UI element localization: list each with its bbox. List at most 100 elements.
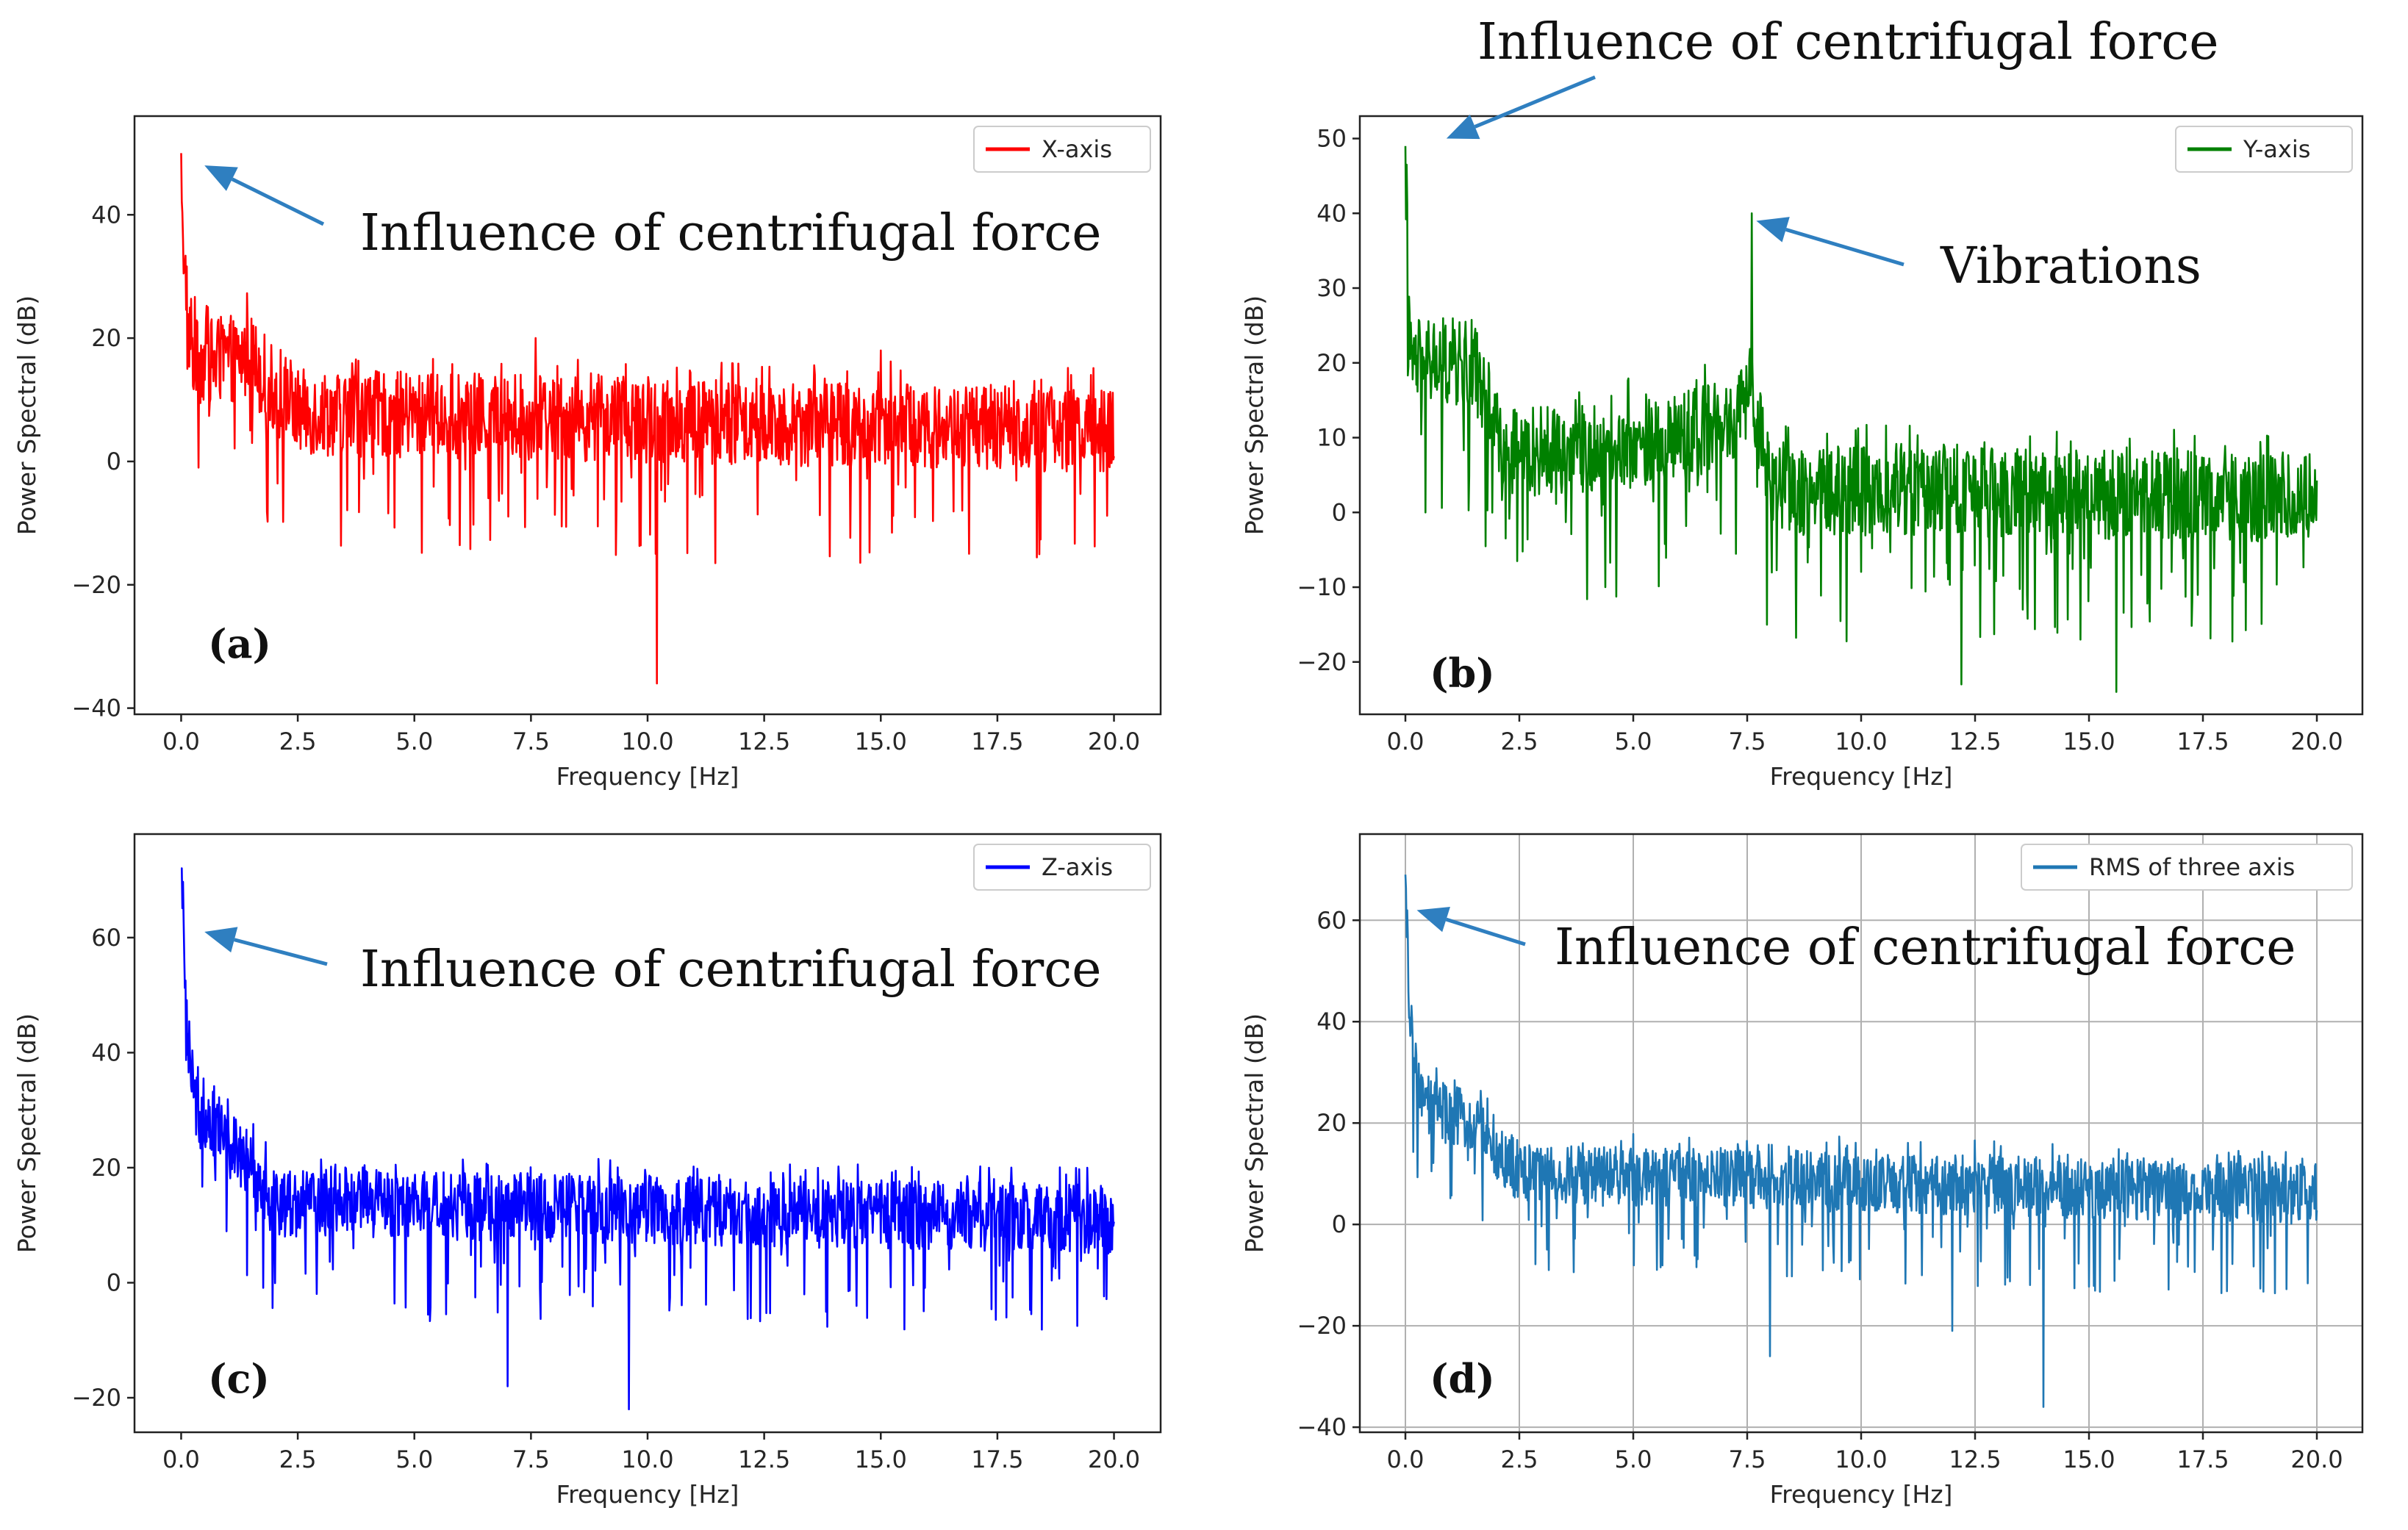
series-line-rms-of-three-axis — [1404, 874, 2318, 1408]
y-tick-label: 60 — [1316, 906, 1347, 934]
y-tick-label: 0 — [107, 1269, 121, 1297]
annotation-arrowhead — [1446, 114, 1480, 140]
legend-label: RMS of three axis — [2089, 853, 2295, 881]
panel-label: (d) — [1430, 1355, 1495, 1402]
y-axis-label: Power Spectral (dB) — [1240, 295, 1269, 535]
legend: Y-axis — [2175, 126, 2353, 173]
x-tick-label: 2.5 — [279, 1445, 317, 1473]
annotation-text: Influence of centrifugal force — [1477, 13, 2219, 71]
series-line-x-axis — [180, 153, 1115, 685]
annotation-text: Influence of centrifugal force — [1555, 919, 2296, 977]
x-tick-label: 12.5 — [738, 1445, 790, 1473]
x-tick-label: 2.5 — [1501, 728, 1538, 755]
series-line-z-axis — [180, 867, 1115, 1410]
x-tick-label: 17.5 — [2176, 728, 2229, 755]
x-tick-label: 20.0 — [1088, 1445, 1140, 1473]
x-axis-label: Frequency [Hz] — [1770, 762, 1953, 791]
x-tick-label: 5.0 — [1615, 1445, 1652, 1473]
legend: RMS of three axis — [2021, 844, 2353, 891]
chart-panel-0: X-axis 0.0 2.5 5.0 7.5 10.0 12.5 15.0 17.5 20.0 −4… — [12, 115, 1162, 791]
x-tick-label: 5.0 — [1615, 728, 1652, 755]
x-tick-label: 0.0 — [162, 728, 200, 755]
legend-label: X-axis — [1042, 135, 1112, 163]
plot-frame — [1358, 115, 2364, 716]
y-axis-label: Power Spectral (dB) — [1240, 1013, 1269, 1253]
y-tick-label: −20 — [71, 1384, 121, 1412]
x-tick-label: 20.0 — [1088, 728, 1140, 755]
y-tick-label: 60 — [91, 924, 121, 952]
y-tick-label: −20 — [71, 571, 121, 599]
panel-label: (c) — [208, 1355, 270, 1402]
annotation-arrowhead — [204, 927, 238, 953]
x-tick-label: 10.0 — [1835, 1445, 1887, 1473]
x-tick-label: 17.5 — [2176, 1445, 2229, 1473]
chart-panel-2: Z-axis 0.0 2.5 5.0 7.5 10.0 12.5 15.0 17.5 20.0 −2… — [12, 833, 1162, 1509]
panel-label: (a) — [208, 620, 271, 667]
y-tick-label: 10 — [1316, 424, 1347, 452]
x-tick-label: 5.0 — [395, 1445, 433, 1473]
y-tick-label: 40 — [91, 201, 121, 229]
y-axis-label: Power Spectral (dB) — [12, 1013, 41, 1253]
legend-box — [973, 844, 1151, 891]
x-tick-label: 10.0 — [621, 728, 673, 755]
x-tick-label: 7.5 — [1729, 1445, 1766, 1473]
y-tick-label: 40 — [1316, 1008, 1347, 1035]
x-tick-label: 17.5 — [971, 728, 1023, 755]
legend: X-axis — [973, 126, 1151, 173]
x-tick-label: 10.0 — [1835, 728, 1887, 755]
y-tick-label: −40 — [1297, 1413, 1347, 1441]
legend-box — [2021, 844, 2353, 891]
y-tick-label: 40 — [1316, 199, 1347, 227]
y-tick-label: −20 — [1297, 1312, 1347, 1340]
annotation-arrowhead — [204, 165, 238, 191]
x-axis-label: Frequency [Hz] — [556, 1480, 739, 1509]
x-tick-label: 20.0 — [2290, 1445, 2343, 1473]
y-tick-label: 40 — [91, 1038, 121, 1066]
x-axis-label: Frequency [Hz] — [556, 762, 739, 791]
x-tick-label: 12.5 — [738, 728, 790, 755]
legend: Z-axis — [973, 844, 1151, 891]
legend-box — [973, 126, 1151, 173]
annotation-arrow — [1785, 228, 1904, 267]
annotation-arrow — [1445, 917, 1526, 947]
series-line-y-axis — [1404, 146, 2318, 693]
y-tick-label: −10 — [1297, 573, 1347, 601]
x-tick-label: 20.0 — [2290, 728, 2343, 755]
x-tick-label: 15.0 — [2063, 1445, 2115, 1473]
x-tick-label: 7.5 — [512, 728, 550, 755]
panel-label: (b) — [1430, 650, 1495, 697]
x-tick-label: 2.5 — [279, 728, 317, 755]
x-tick-label: 0.0 — [1387, 728, 1425, 755]
y-tick-label: 50 — [1316, 125, 1347, 153]
legend-label: Y-axis — [2243, 135, 2310, 163]
legend-label: Z-axis — [1042, 853, 1113, 881]
x-axis-label: Frequency [Hz] — [1770, 1480, 1953, 1509]
x-tick-label: 0.0 — [1387, 1445, 1425, 1473]
annotation-text: Influence of centrifugal force — [360, 941, 1102, 999]
y-tick-label: −40 — [71, 694, 121, 722]
x-tick-label: 17.5 — [971, 1445, 1023, 1473]
annotation-text: Influence of centrifugal force — [360, 204, 1102, 262]
x-tick-label: 0.0 — [162, 1445, 200, 1473]
x-tick-label: 10.0 — [621, 1445, 673, 1473]
annotation-arrowhead — [1756, 217, 1790, 243]
x-tick-label: 12.5 — [1949, 728, 2001, 755]
y-tick-label: 20 — [91, 324, 121, 352]
x-tick-label: 15.0 — [855, 1445, 907, 1473]
x-tick-label: 5.0 — [395, 728, 433, 755]
y-tick-label: 20 — [1316, 349, 1347, 377]
annotation-text: Vibrations — [1940, 237, 2201, 295]
annotation-arrow — [231, 177, 325, 226]
annotation-arrowhead — [1416, 906, 1450, 933]
legend-box — [2175, 126, 2353, 173]
x-tick-label: 15.0 — [855, 728, 907, 755]
x-tick-label: 12.5 — [1949, 1445, 2001, 1473]
y-tick-label: 0 — [107, 448, 121, 475]
chart-panel-3: RMS of three axis 0.0 2.5 5.0 7.5 10.0 12.5 15.… — [1240, 833, 2364, 1509]
y-axis-label: Power Spectral (dB) — [12, 295, 41, 535]
y-tick-label: 0 — [1332, 1210, 1347, 1238]
y-tick-label: 30 — [1316, 274, 1347, 302]
plot-frame — [133, 833, 1162, 1434]
y-tick-label: 20 — [91, 1154, 121, 1182]
